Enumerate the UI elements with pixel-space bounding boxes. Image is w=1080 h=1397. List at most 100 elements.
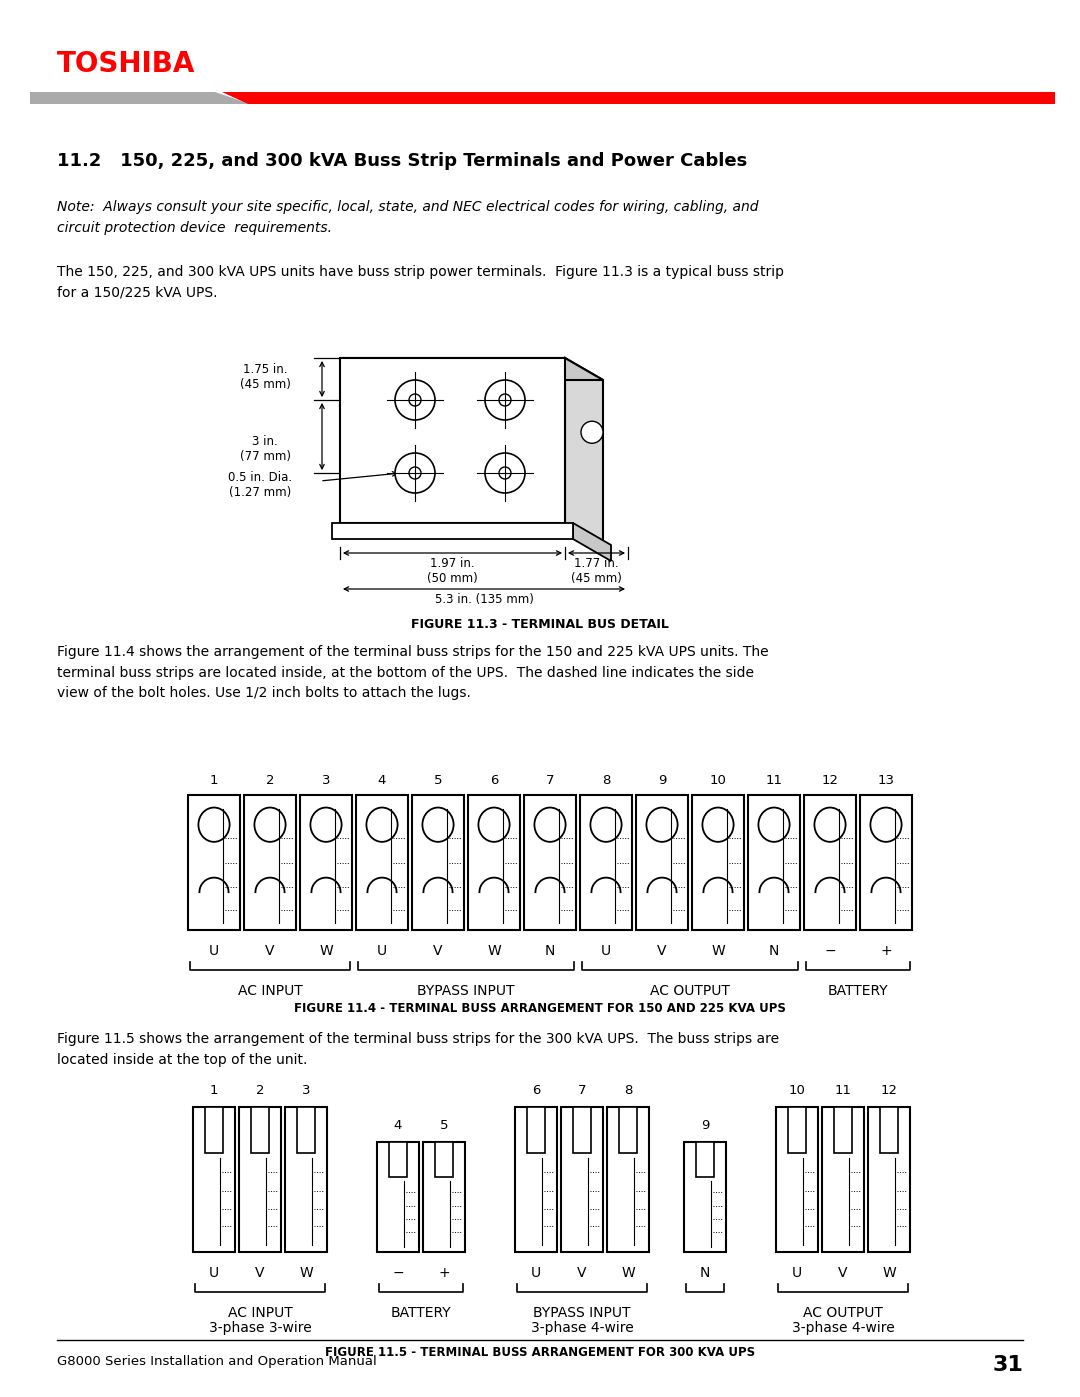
Text: FIGURE 11.5 - TERMINAL BUSS ARRANGEMENT FOR 300 KVA UPS: FIGURE 11.5 - TERMINAL BUSS ARRANGEMENT … [325,1345,755,1359]
Text: 1: 1 [210,1084,218,1097]
Text: Figure 11.5 shows the arrangement of the terminal buss strips for the 300 kVA UP: Figure 11.5 shows the arrangement of the… [57,1032,779,1066]
Text: 7: 7 [545,774,554,787]
Text: 1.77 in.
(45 mm): 1.77 in. (45 mm) [571,557,622,585]
Text: 1.97 in.
(50 mm): 1.97 in. (50 mm) [427,557,477,585]
Text: 4: 4 [378,774,387,787]
Ellipse shape [255,807,285,842]
Bar [251,1106,269,1154]
Bar [572,1106,592,1154]
Bar [356,795,408,930]
Bar [834,1106,852,1154]
Text: W: W [621,1266,635,1280]
Circle shape [485,453,525,493]
Text: V: V [266,944,274,958]
Text: TOSHIBA: TOSHIBA [57,50,195,78]
Bar [860,795,912,930]
Circle shape [409,394,421,407]
Text: 3: 3 [322,774,330,787]
Text: The 150, 225, and 300 kVA UPS units have buss strip power terminals.  Figure 11.: The 150, 225, and 300 kVA UPS units have… [57,265,784,299]
Text: −: − [392,1266,404,1280]
Text: U: U [377,944,387,958]
Bar [696,1141,715,1178]
Text: 1: 1 [210,774,218,787]
Bar [692,795,744,930]
Text: U: U [600,944,611,958]
Ellipse shape [702,807,733,842]
Bar [193,1106,235,1252]
Text: V: V [577,1266,586,1280]
Text: Note:  Always consult your site specific, local, state, and NEC electrical codes: Note: Always consult your site specific,… [57,200,758,235]
Text: 3-phase 4-wire: 3-phase 4-wire [792,1322,894,1336]
Bar [868,1106,910,1252]
Text: 5: 5 [440,1119,448,1132]
Text: G8000 Series Installation and Operation Manual: G8000 Series Installation and Operation … [57,1355,377,1368]
Bar [515,1106,557,1252]
Text: U: U [531,1266,541,1280]
Bar [777,1106,818,1252]
Text: V: V [433,944,443,958]
Text: AC OUTPUT: AC OUTPUT [804,1306,883,1320]
Text: 1.75 in.
(45 mm): 1.75 in. (45 mm) [240,363,291,391]
Text: 10: 10 [788,1084,806,1097]
Text: FIGURE 11.4 - TERMINAL BUSS ARRANGEMENT FOR 150 AND 225 KVA UPS: FIGURE 11.4 - TERMINAL BUSS ARRANGEMENT … [294,1002,786,1016]
Polygon shape [340,358,603,380]
Text: 12: 12 [880,1084,897,1097]
Ellipse shape [814,807,846,842]
Bar [377,1141,419,1252]
Text: 31: 31 [993,1355,1023,1375]
Polygon shape [30,92,249,103]
Text: 5: 5 [434,774,442,787]
Bar [285,1106,327,1252]
Text: W: W [319,944,333,958]
Text: 11: 11 [766,774,783,787]
Text: AC OUTPUT: AC OUTPUT [650,983,730,997]
Text: U: U [792,1266,802,1280]
Text: BATTERY: BATTERY [827,983,889,997]
Text: 3 in.
(77 mm): 3 in. (77 mm) [240,434,291,462]
Text: 5.3 in. (135 mm): 5.3 in. (135 mm) [434,592,534,606]
Bar [239,1106,281,1252]
Bar [340,358,565,522]
Bar [619,1106,637,1154]
Text: N: N [700,1266,711,1280]
Ellipse shape [870,807,902,842]
Circle shape [581,422,603,443]
Text: 2: 2 [256,1084,265,1097]
Text: AC INPUT: AC INPUT [228,1306,293,1320]
Text: 12: 12 [822,774,838,787]
Polygon shape [222,92,1055,103]
Text: 8: 8 [602,774,610,787]
Bar [561,1106,603,1252]
Ellipse shape [535,807,566,842]
Circle shape [395,453,435,493]
Bar [188,795,240,930]
Bar [434,1141,454,1178]
Circle shape [409,467,421,479]
Text: Figure 11.4 shows the arrangement of the terminal buss strips for the 150 and 22: Figure 11.4 shows the arrangement of the… [57,645,769,700]
Text: AC INPUT: AC INPUT [238,983,302,997]
Bar [244,795,296,930]
Bar [822,1106,864,1252]
Bar [879,1106,899,1154]
Text: 0.5 in. Dia.
(1.27 mm): 0.5 in. Dia. (1.27 mm) [228,471,292,499]
Text: −: − [824,944,836,958]
Text: 6: 6 [531,1084,540,1097]
Circle shape [499,394,511,407]
Text: 3-phase 4-wire: 3-phase 4-wire [530,1322,633,1336]
Text: 3: 3 [301,1084,310,1097]
Bar [423,1141,465,1252]
Circle shape [395,380,435,420]
Bar [389,1141,407,1178]
Text: V: V [838,1266,848,1280]
Ellipse shape [199,807,230,842]
Text: 2: 2 [266,774,274,787]
Bar [636,795,688,930]
Bar [524,795,576,930]
Bar [748,795,800,930]
Text: W: W [882,1266,896,1280]
Text: 4: 4 [394,1119,402,1132]
Text: V: V [658,944,666,958]
Text: BATTERY: BATTERY [391,1306,451,1320]
Text: 13: 13 [877,774,894,787]
Text: +: + [438,1266,449,1280]
